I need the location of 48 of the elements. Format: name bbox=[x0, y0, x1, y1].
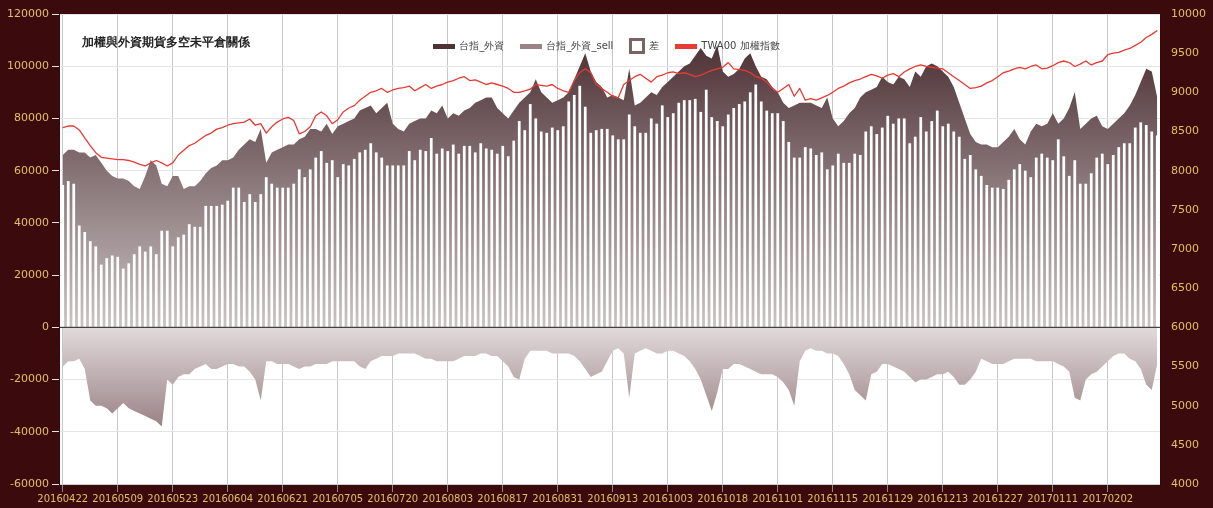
x-tick-label: 20160913 bbox=[587, 492, 639, 504]
y2-tick-label: 4500 bbox=[1171, 437, 1200, 451]
x-tick-label: 20170202 bbox=[1082, 492, 1134, 504]
x-tick-label: 20160422 bbox=[37, 492, 89, 504]
x-tick-label: 20160817 bbox=[477, 492, 529, 504]
x-tick-label: 20161227 bbox=[972, 492, 1024, 504]
x-tick-label: 20160509 bbox=[92, 492, 144, 504]
text: 加權與外資期貨多空未平倉關係 bbox=[82, 34, 250, 51]
y2-tick-label: 10000 bbox=[1171, 6, 1207, 20]
y2-tick-label: 8500 bbox=[1171, 124, 1200, 138]
x-tick-label: 20160604 bbox=[202, 492, 254, 504]
y2-tick-label: 7500 bbox=[1171, 202, 1200, 216]
y2-tick-label: 7000 bbox=[1171, 241, 1200, 255]
x-tick-label: 20161115 bbox=[807, 492, 859, 504]
y-tick-label: 60000 bbox=[13, 163, 49, 177]
x-tick-label: 20170111 bbox=[1027, 492, 1079, 504]
y-tick-label: -60000 bbox=[10, 476, 49, 490]
y2-tick-label: 6000 bbox=[1171, 320, 1200, 334]
y-tick-label: 120000 bbox=[6, 6, 49, 20]
y-tick-label: 40000 bbox=[13, 215, 49, 229]
y-tick-label: 0 bbox=[41, 320, 49, 334]
x-tick-label: 20160523 bbox=[147, 492, 199, 504]
y-tick-label: -40000 bbox=[10, 424, 49, 438]
y2-tick-label: 6500 bbox=[1171, 281, 1200, 295]
y-tick-label: 100000 bbox=[6, 59, 49, 73]
legend-label: 差 bbox=[649, 39, 660, 53]
x-tick-label: 20161213 bbox=[917, 492, 969, 504]
y2-tick-label: 9500 bbox=[1171, 46, 1200, 60]
x-tick-label: 20161018 bbox=[697, 492, 749, 504]
y2-tick-label: 5500 bbox=[1171, 359, 1200, 373]
y2-tick-label: 5000 bbox=[1171, 398, 1200, 412]
legend-label: 台指_外資 bbox=[459, 39, 505, 53]
x-tick-label: 20160831 bbox=[532, 492, 584, 504]
y2-tick-label: 8000 bbox=[1171, 163, 1200, 177]
y2-tick-label: 9000 bbox=[1171, 85, 1200, 99]
y2-tick-label: 4000 bbox=[1171, 476, 1200, 490]
x-tick-label: 20160720 bbox=[367, 492, 419, 504]
legend-label: 台指_外資_sell bbox=[546, 39, 614, 53]
x-tick-label: 20160621 bbox=[257, 492, 309, 504]
x-tick-label: 20160705 bbox=[312, 492, 364, 504]
y-tick-label: -20000 bbox=[10, 372, 49, 386]
x-tick-label: 20161003 bbox=[642, 492, 694, 504]
x-tick-label: 20161129 bbox=[862, 492, 914, 504]
y-tick-label: 20000 bbox=[13, 267, 49, 281]
legend-label: TWA00 加權指數 bbox=[701, 39, 780, 53]
y-tick-label: 80000 bbox=[13, 111, 49, 125]
x-tick-label: 20161101 bbox=[752, 492, 804, 504]
x-tick-label: 20160803 bbox=[422, 492, 474, 504]
